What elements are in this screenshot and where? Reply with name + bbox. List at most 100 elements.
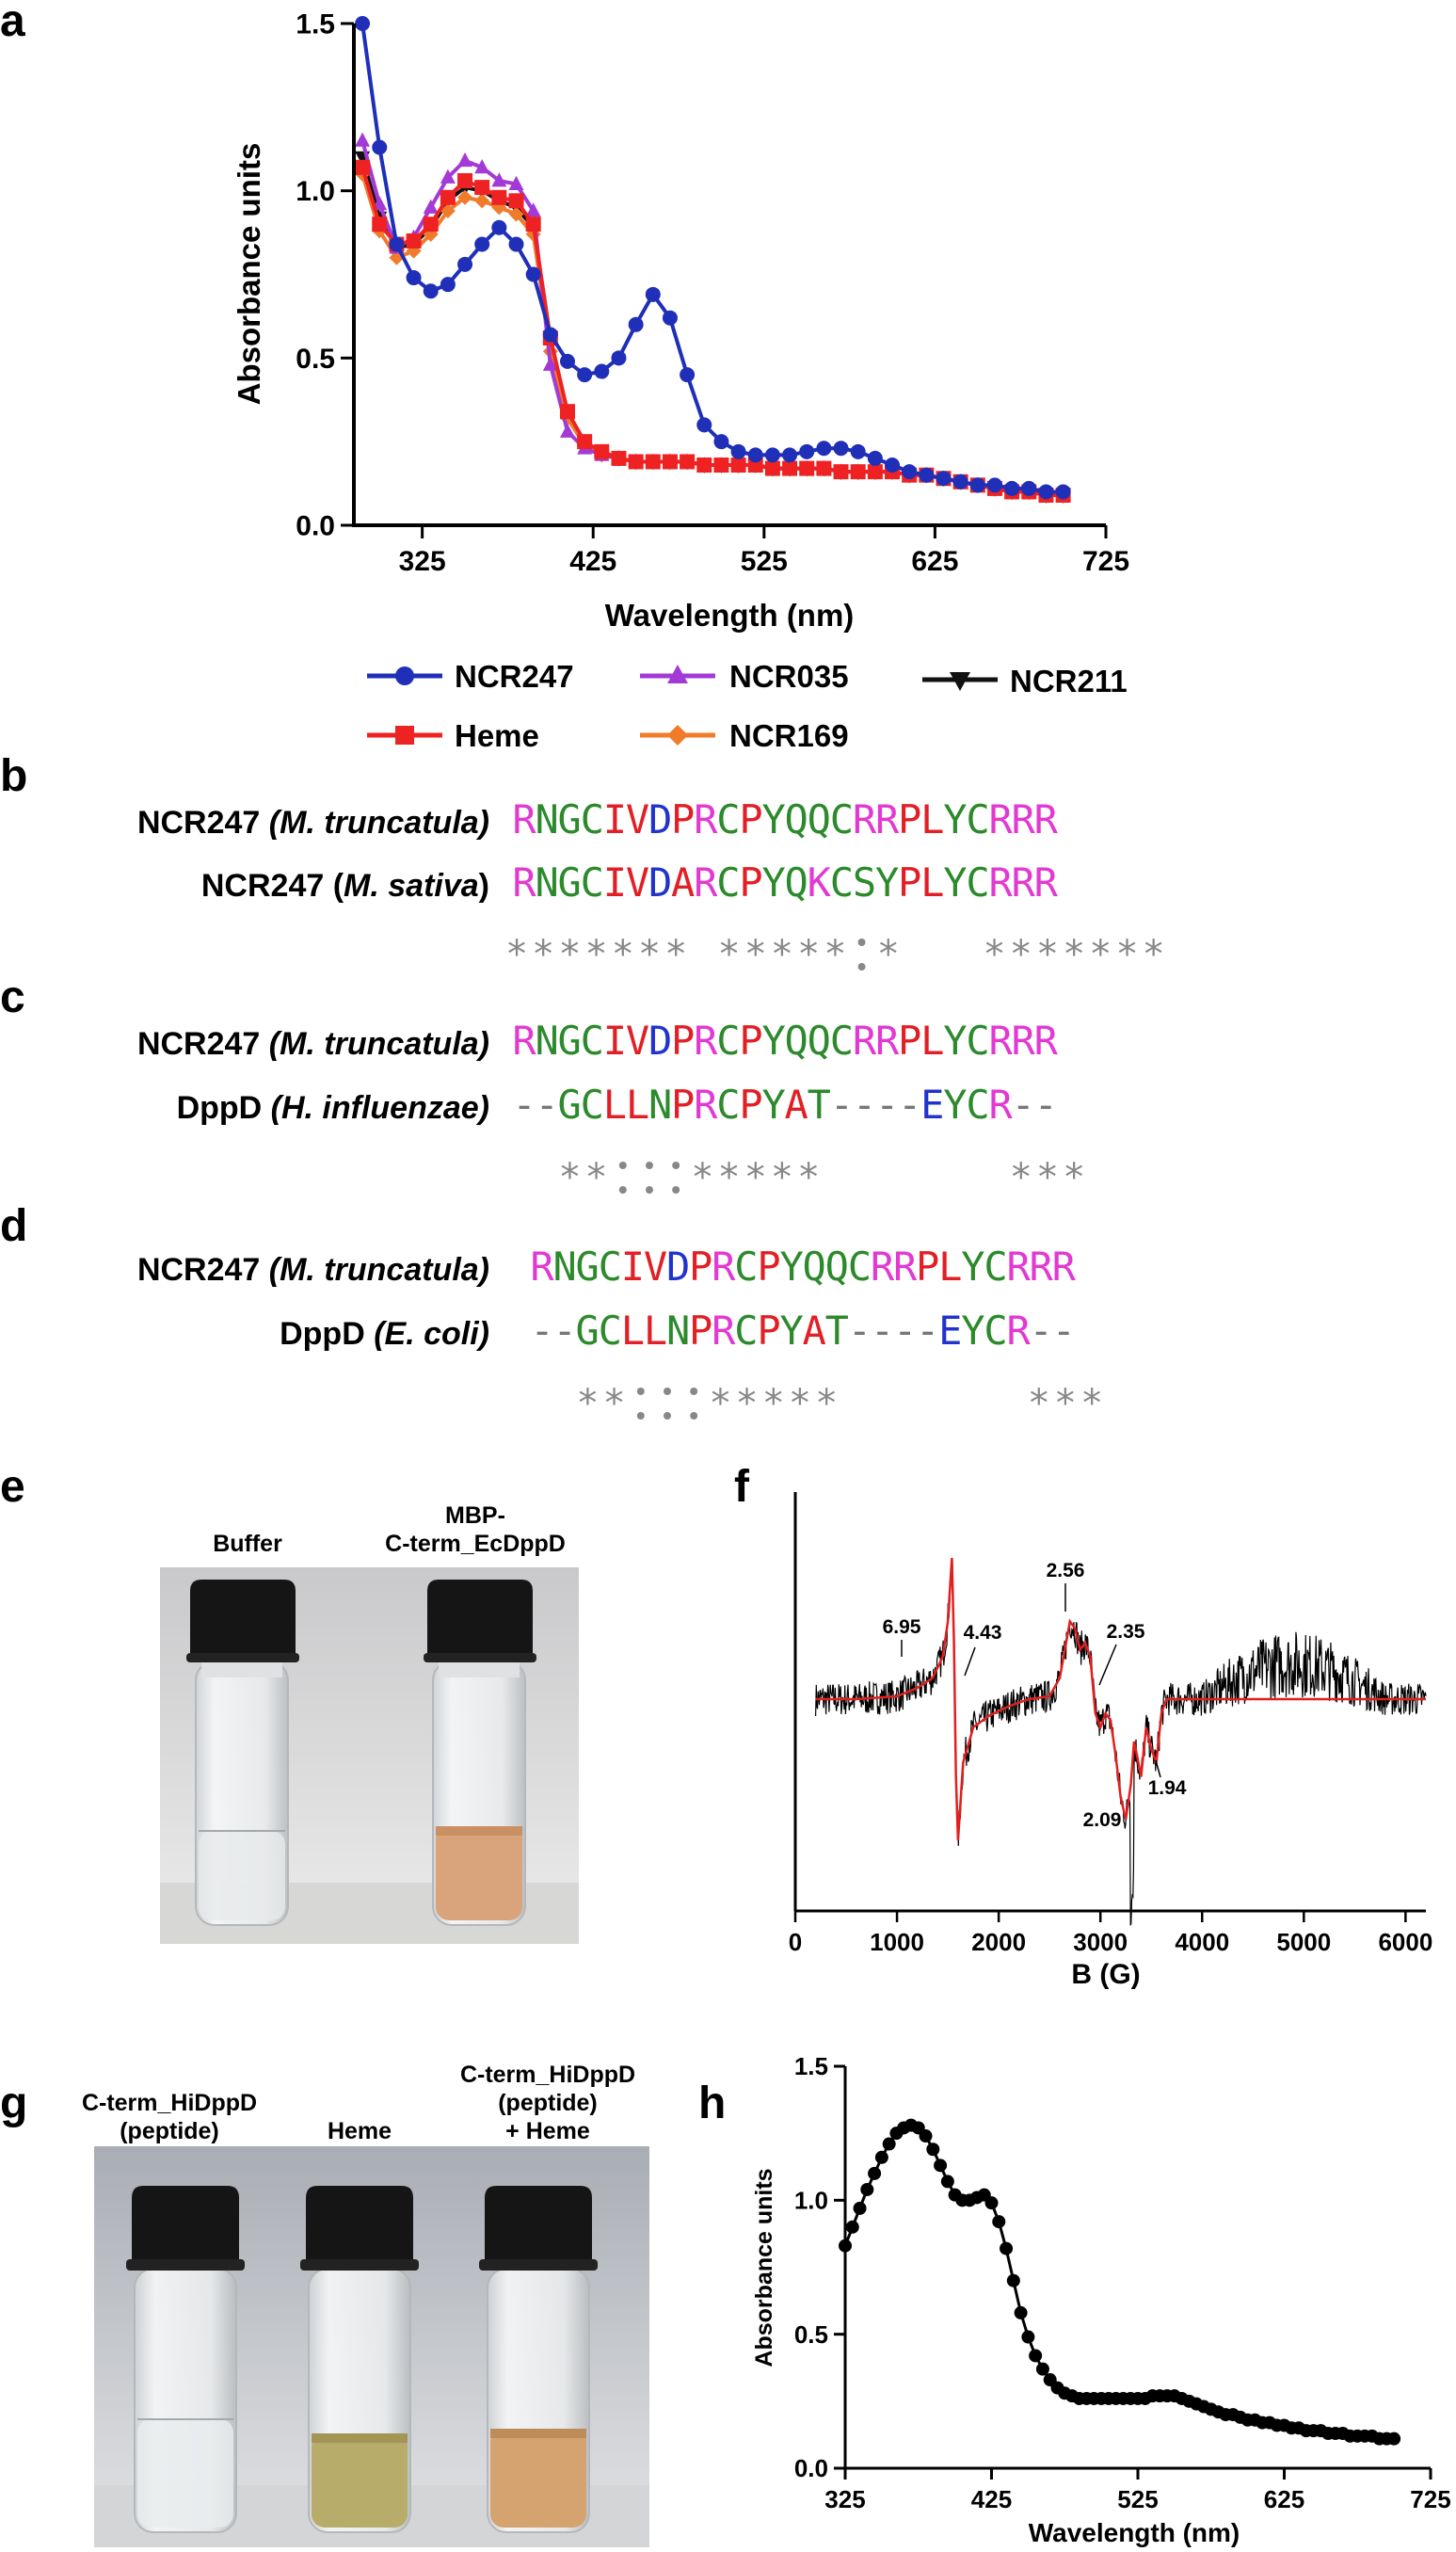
residue: L xyxy=(938,1244,962,1290)
point-series xyxy=(1035,2362,1049,2376)
residue: R xyxy=(1030,1244,1054,1290)
alignment-row-label: NCR247 (M. truncatula) xyxy=(137,1252,489,1288)
label-plain: NCR247 ( xyxy=(201,868,344,904)
residue: D xyxy=(666,1244,690,1290)
y-tick-label: 1.5 xyxy=(296,9,335,40)
conservation-star: * xyxy=(797,933,820,976)
residue: P xyxy=(739,1082,762,1128)
label-italic: (M. truncatula) xyxy=(269,1026,489,1062)
residue: R xyxy=(694,796,718,843)
conservation-star: * xyxy=(718,933,741,976)
point-ncr035 xyxy=(542,356,558,371)
conservation-star: * xyxy=(585,933,608,976)
residue: C xyxy=(830,796,854,843)
vial-label-peptide-line1: C-term_HiDppD xyxy=(82,2090,257,2116)
residue: L xyxy=(644,1308,667,1354)
point-ncr247 xyxy=(525,266,541,282)
epr-annotation-4-43: 4.43 xyxy=(964,1622,1002,1644)
point-ncr247 xyxy=(594,363,610,379)
alignment-c: NCR247 (M. truncatula) RNGCIVDPRCPYQQCRRP… xyxy=(137,1018,1085,1199)
legend-entry-ncr035: NCR035 xyxy=(640,659,849,694)
conservation-line: * * * * * * * * * * xyxy=(576,1382,1103,1425)
absorbance-chart-a: 325 425 525 625 725 0.0 0.5 1.0 1.5 Wavelength (… xyxy=(232,9,1129,754)
alignment-b: NCR247 (M. truncatula) RNGCIVDPRCPYQQCRRP… xyxy=(137,796,1165,976)
absorbance-chart-h: 325 425 525 625 725 0.0 0.5 1.0 1.5 Wavelength (… xyxy=(751,2052,1451,2547)
residue: C xyxy=(734,1308,758,1354)
point-ncr247 xyxy=(1038,484,1054,500)
point-ncr247 xyxy=(457,256,473,272)
point-series xyxy=(874,2150,888,2164)
panel-label-e: e xyxy=(0,1462,25,1512)
point-heme xyxy=(730,457,746,473)
vial-label-heme: Heme xyxy=(328,2118,392,2144)
photo-e: Buffer MBP- C-term_EcDppD xyxy=(160,1502,579,1944)
point-series xyxy=(853,2201,867,2215)
x-tick-label: 2000 xyxy=(971,1928,1026,1956)
residue: - xyxy=(898,1082,921,1128)
residue: L xyxy=(920,859,944,906)
panel-label-f: f xyxy=(734,1462,750,1512)
residue: C xyxy=(734,1244,758,1290)
point-series xyxy=(845,2220,859,2234)
point-ncr247 xyxy=(508,236,524,252)
residue: R xyxy=(512,1018,536,1064)
point-ncr247 xyxy=(764,447,780,463)
conservation-star: * xyxy=(824,933,846,976)
point-ncr247 xyxy=(406,270,422,286)
residue: C xyxy=(599,1308,622,1354)
x-tick-label: 425 xyxy=(569,546,616,577)
conservation-colon xyxy=(618,1186,627,1194)
residue: - xyxy=(830,1082,854,1128)
point-ncr247 xyxy=(747,447,763,463)
conservation-star: * xyxy=(1089,933,1112,976)
conservation-star: * xyxy=(797,1156,820,1199)
point-heme xyxy=(594,443,610,459)
conservation-star: * xyxy=(771,1156,793,1199)
chart-a-ticks: 325 425 525 625 725 0.0 0.5 1.0 1.5 xyxy=(296,9,1129,578)
residue: P xyxy=(671,1082,695,1128)
label-plain: NCR247 xyxy=(137,805,269,841)
residue: R xyxy=(871,1244,895,1290)
residue: E xyxy=(938,1308,962,1354)
residue: - xyxy=(512,1082,536,1128)
residue: L xyxy=(603,1082,627,1128)
point-heme xyxy=(782,460,798,476)
point-ncr169 xyxy=(457,189,473,205)
x-tick-label: 625 xyxy=(1264,2485,1304,2513)
residue: Q xyxy=(785,1018,808,1064)
point-heme xyxy=(850,464,866,480)
residue: L xyxy=(920,1018,944,1064)
vial-mbp-ecdppd xyxy=(424,1580,536,1926)
line-heme xyxy=(360,167,1064,497)
residue: C xyxy=(966,859,989,906)
residue: Q xyxy=(785,859,808,906)
point-ncr169 xyxy=(508,206,524,222)
residue: P xyxy=(757,1244,780,1290)
epr-annotations: 6.95 4.43 2.56 2.35 2.09 1.94 xyxy=(883,1560,1187,1831)
point-heme xyxy=(833,464,849,480)
conservation-colon xyxy=(645,1186,653,1194)
conservation-colon xyxy=(857,963,866,971)
residue: V xyxy=(626,796,649,843)
x-tick-label: 3000 xyxy=(1073,1928,1128,1956)
x-tick-label: 425 xyxy=(971,2485,1012,2513)
residue: - xyxy=(853,1082,876,1128)
conservation-line: * * * * * * * * * * xyxy=(558,1156,1085,1199)
residue: Y xyxy=(779,1244,803,1290)
point-ncr247 xyxy=(867,450,883,466)
residue: C xyxy=(581,1082,604,1128)
residue: V xyxy=(626,1018,649,1064)
conservation-colon xyxy=(636,1412,645,1420)
conservation-star: * xyxy=(709,1382,731,1425)
conservation-colon xyxy=(636,1388,645,1395)
x-tick-label: 525 xyxy=(741,546,788,577)
line-series xyxy=(843,2123,1395,2441)
point-heme xyxy=(508,193,524,209)
residue: C xyxy=(716,1082,740,1128)
point-ncr247 xyxy=(645,286,661,302)
chart-a-legend: NCR247 NCR035 NCR211 Heme NCR169 xyxy=(367,659,1128,753)
conservation-star: * xyxy=(532,933,554,976)
vial-peptide xyxy=(126,2186,245,2533)
residue: R xyxy=(875,1018,900,1064)
residue: C xyxy=(716,859,740,906)
